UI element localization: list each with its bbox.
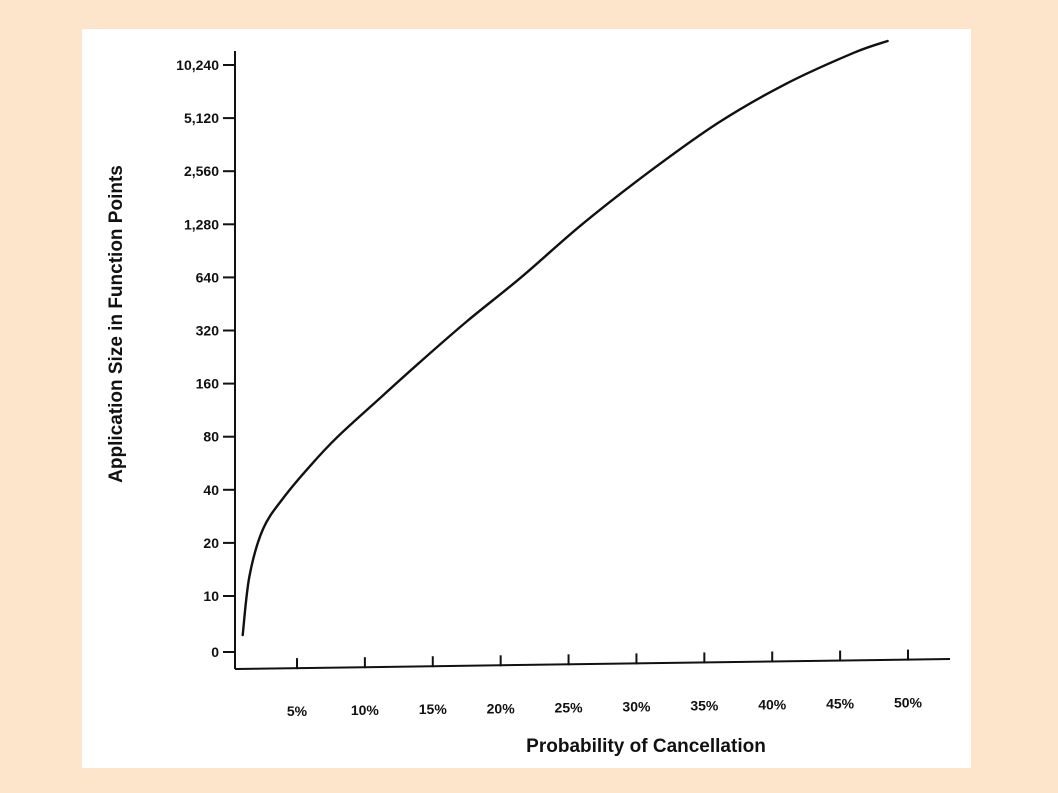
y-tick-label: 640 [196,269,220,285]
y-axis-title: Application Size in Function Points [106,165,127,483]
y-tick-label: 10,240 [176,57,219,73]
x-axis-line [234,658,951,670]
y-tick-label: 20 [203,535,219,551]
y-tick-label: 160 [196,376,220,392]
x-tick-label: 45% [826,696,855,712]
x-tick-label: 40% [758,696,787,712]
y-tick-label: 2,560 [184,163,219,179]
y-tick-label: 5,120 [184,110,219,126]
y-tick-label: 320 [196,323,220,339]
x-tick-label: 25% [555,699,584,715]
y-tick-label: 40 [203,482,219,498]
x-tick-label: 10% [351,702,380,718]
y-tick-label: 10 [203,588,219,604]
y-ticks: 0 10 20 40 80 160 320 640 1,280 2,560 5,120 10,240 [176,57,236,660]
x-tick-label: 50% [894,695,923,711]
x-tick-label: 35% [690,697,719,713]
x-ticks: 5% 10% 15% 20% 25% 30% 35% 40% 45% 50% [287,649,923,719]
x-tick-label: 30% [622,698,651,714]
y-tick-label: 0 [211,644,219,660]
chart-panel: 0 10 20 40 80 160 320 640 1,280 2,560 5,120 10,240 … [82,29,971,768]
y-tick-label: 1,280 [184,216,219,232]
y-tick-label: 80 [203,429,219,445]
x-tick-label: 5% [287,703,308,719]
axes [234,51,951,670]
x-axis-title: Probability of Cancellation [526,736,766,757]
x-tick-label: 20% [487,700,516,716]
series-line [241,39,889,637]
x-tick-label: 15% [419,701,448,717]
cancellation-chart: 0102040801603206401,2802,5605,12010,240 … [106,39,951,757]
